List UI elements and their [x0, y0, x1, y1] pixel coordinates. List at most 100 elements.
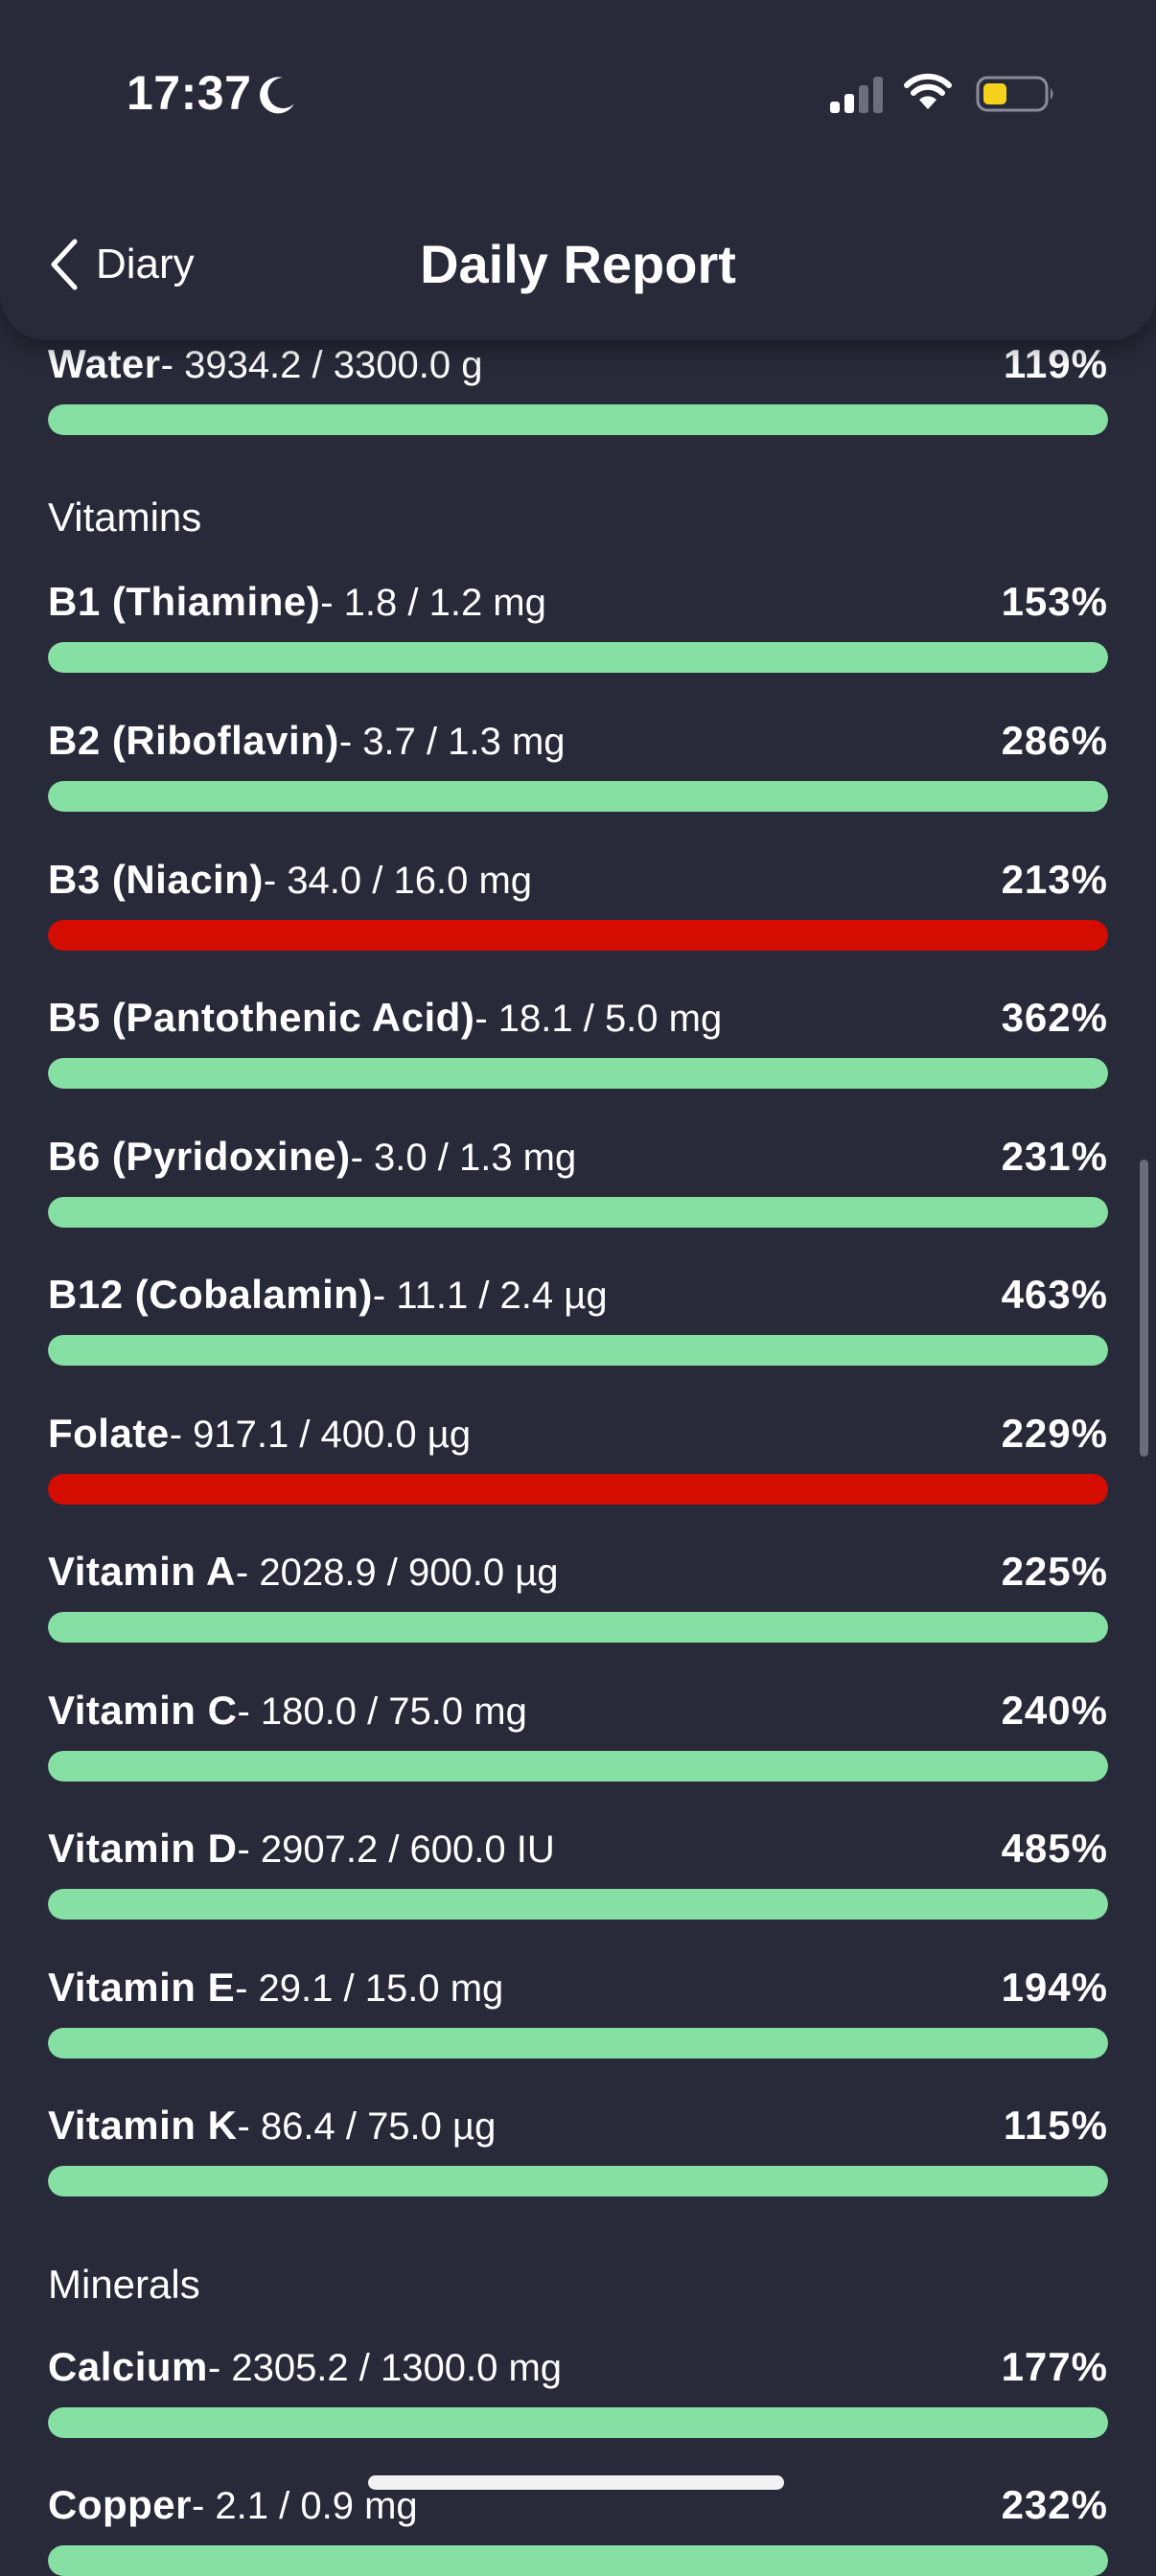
progress-bar: [48, 2545, 1108, 2576]
nutrient-amount: - 11.1 / 2.4 µg: [372, 1275, 608, 1317]
nutrient-row-copper[interactable]: Copper- 2.1 / 0.9 mg 232%: [48, 2478, 1108, 2576]
status-time: 17:37: [127, 66, 252, 120]
nutrient-name: Calcium: [48, 2344, 208, 2389]
moon-icon: [260, 77, 294, 114]
nutrient-percent: 485%: [1001, 1826, 1108, 1871]
progress-bar: [48, 781, 1108, 812]
nutrient-row-vitamin-e[interactable]: Vitamin E- 29.1 / 15.0 mg 194%: [48, 1961, 1108, 2058]
progress-bar: [48, 1612, 1108, 1643]
progress-bar: [48, 1474, 1108, 1505]
nutrient-name: Vitamin K: [48, 2103, 238, 2148]
nutrient-row-water[interactable]: Water- 3934.2 / 3300.0 g 119%: [48, 337, 1108, 435]
progress-bar: [48, 2028, 1108, 2058]
progress-bar-fill: [48, 404, 1108, 435]
progress-bar: [48, 642, 1108, 673]
progress-bar: [48, 1058, 1108, 1089]
nutrient-name: Vitamin D: [48, 1826, 238, 1871]
nutrient-percent: 232%: [1001, 2482, 1108, 2527]
nutrient-name: Vitamin E: [48, 1965, 236, 2010]
nutrient-percent: 213%: [1001, 857, 1108, 902]
nutrient-label: Vitamin D- 2907.2 / 600.0 IU: [48, 1822, 555, 1885]
wifi-icon: [904, 73, 952, 109]
progress-bar-fill: [48, 920, 1108, 951]
nutrient-amount: - 2305.2 / 1300.0 mg: [207, 2347, 563, 2389]
back-button[interactable]: Diary: [48, 230, 195, 299]
progress-bar: [48, 1197, 1108, 1228]
progress-bar: [48, 1335, 1108, 1366]
progress-bar: [48, 2166, 1108, 2196]
nutrient-row-vitamin-c[interactable]: Vitamin C- 180.0 / 75.0 mg 240%: [48, 1684, 1108, 1782]
home-indicator[interactable]: [368, 2475, 784, 2490]
nav-header: Diary Daily Report: [0, 0, 1156, 340]
nutrient-row-b3-niacin[interactable]: B3 (Niacin)- 34.0 / 16.0 mg 213%: [48, 853, 1108, 951]
nutrient-percent: 240%: [1001, 1688, 1108, 1733]
nutrient-label: B1 (Thiamine)- 1.8 / 1.2 mg: [48, 575, 546, 638]
progress-bar-fill: [48, 1197, 1108, 1228]
nutrient-row-folate[interactable]: Folate- 917.1 / 400.0 µg 229%: [48, 1407, 1108, 1505]
progress-bar: [48, 1751, 1108, 1782]
nutrient-label: Copper- 2.1 / 0.9 mg: [48, 2478, 418, 2542]
nutrient-amount: - 18.1 / 5.0 mg: [474, 998, 723, 1040]
nutrient-name: Vitamin C: [48, 1688, 238, 1733]
nutrient-amount: - 2907.2 / 600.0 IU: [237, 1828, 555, 1871]
nutrient-row-vitamin-a[interactable]: Vitamin A- 2028.9 / 900.0 µg 225%: [48, 1545, 1108, 1643]
nutrient-amount: - 1.8 / 1.2 mg: [320, 582, 546, 624]
nutrient-amount: - 3.7 / 1.3 mg: [338, 721, 566, 763]
nutrient-name: B6 (Pyridoxine): [48, 1134, 351, 1179]
scroll-indicator[interactable]: [1140, 1160, 1148, 1457]
nutrient-name: Water: [48, 341, 161, 386]
progress-bar: [48, 404, 1108, 435]
nutrient-percent: 229%: [1001, 1411, 1108, 1456]
progress-bar: [48, 2407, 1108, 2438]
nutrient-label: B5 (Pantothenic Acid)- 18.1 / 5.0 mg: [48, 991, 722, 1054]
nutrient-label: Folate- 917.1 / 400.0 µg: [48, 1407, 471, 1470]
nutrient-label: B12 (Cobalamin)- 11.1 / 2.4 µg: [48, 1268, 608, 1331]
nutrient-amount: - 180.0 / 75.0 mg: [237, 1690, 527, 1733]
nutrient-label: B3 (Niacin)- 34.0 / 16.0 mg: [48, 853, 532, 916]
nutrient-name: Copper: [48, 2482, 192, 2527]
section-title-minerals: Minerals: [48, 2262, 200, 2307]
nutrient-row-vitamin-k[interactable]: Vitamin K- 86.4 / 75.0 µg 115%: [48, 2099, 1108, 2196]
progress-bar-fill: [48, 2545, 1108, 2576]
progress-bar-fill: [48, 642, 1108, 673]
nutrient-label: Water- 3934.2 / 3300.0 g: [48, 337, 482, 401]
progress-bar-fill: [48, 1058, 1108, 1089]
nutrient-row-b2-riboflavin[interactable]: B2 (Riboflavin)- 3.7 / 1.3 mg 286%: [48, 714, 1108, 812]
nutrient-percent: 231%: [1001, 1134, 1108, 1179]
nutrient-percent: 286%: [1001, 718, 1108, 763]
nutrient-name: Vitamin A: [48, 1549, 236, 1594]
nutrient-label: Vitamin E- 29.1 / 15.0 mg: [48, 1961, 503, 2024]
nutrient-percent: 463%: [1001, 1272, 1108, 1317]
nutrient-name: B5 (Pantothenic Acid): [48, 995, 475, 1040]
nutrient-amount: - 29.1 / 15.0 mg: [235, 1967, 504, 2010]
nutrient-percent: 115%: [1003, 2103, 1108, 2148]
chevron-left-icon: [51, 239, 78, 290]
progress-bar-fill: [48, 2028, 1108, 2058]
progress-bar-fill: [48, 1474, 1108, 1505]
nutrient-amount: - 2028.9 / 900.0 µg: [235, 1552, 559, 1594]
nutrient-percent: 119%: [1003, 341, 1108, 386]
progress-bar-fill: [48, 1612, 1108, 1643]
nutrient-label: Vitamin C- 180.0 / 75.0 mg: [48, 1684, 527, 1747]
progress-bar-fill: [48, 1335, 1108, 1366]
progress-bar-fill: [48, 1889, 1108, 1920]
nutrient-row-b5-pantothenic-acid[interactable]: B5 (Pantothenic Acid)- 18.1 / 5.0 mg 362%: [48, 991, 1108, 1089]
progress-bar: [48, 920, 1108, 951]
status-bar: 17:37: [0, 0, 1156, 172]
nutrient-row-vitamin-d[interactable]: Vitamin D- 2907.2 / 600.0 IU 485%: [48, 1822, 1108, 1920]
nutrient-name: Folate: [48, 1411, 170, 1456]
nutrient-label: Vitamin A- 2028.9 / 900.0 µg: [48, 1545, 559, 1608]
nutrient-amount: - 3934.2 / 3300.0 g: [160, 344, 483, 386]
progress-bar-fill: [48, 1751, 1108, 1782]
nutrient-row-b6-pyridoxine[interactable]: B6 (Pyridoxine)- 3.0 / 1.3 mg 231%: [48, 1130, 1108, 1228]
nutrient-row-b12-cobalamin[interactable]: B12 (Cobalamin)- 11.1 / 2.4 µg 463%: [48, 1268, 1108, 1366]
nutrient-amount: - 34.0 / 16.0 mg: [263, 860, 533, 902]
cellular-signal-icon: [830, 77, 883, 113]
nutrient-row-calcium[interactable]: Calcium- 2305.2 / 1300.0 mg 177%: [48, 2340, 1108, 2438]
nutrient-name: B3 (Niacin): [48, 857, 264, 902]
progress-bar-fill: [48, 2407, 1108, 2438]
nutrient-row-b1-thiamine[interactable]: B1 (Thiamine)- 1.8 / 1.2 mg 153%: [48, 575, 1108, 673]
nutrient-name: B12 (Cobalamin): [48, 1272, 373, 1317]
nutrient-label: Vitamin K- 86.4 / 75.0 µg: [48, 2099, 496, 2162]
